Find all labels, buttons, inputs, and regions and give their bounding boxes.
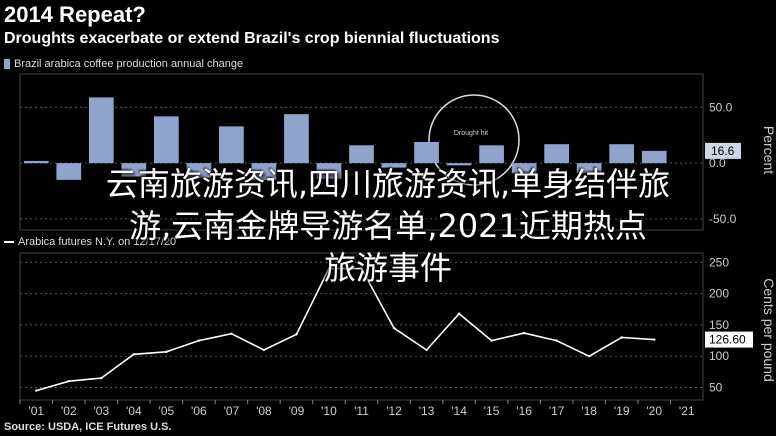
chart-title: 2014 Repeat?	[4, 2, 146, 27]
price-point	[100, 376, 103, 380]
price-point	[425, 348, 428, 352]
bar	[153, 116, 179, 164]
x-tick-label: '04	[126, 404, 142, 418]
bar	[414, 141, 439, 164]
bar	[219, 126, 244, 164]
bar	[186, 163, 212, 178]
x-tick-label: '20	[646, 404, 662, 418]
x-tick-label: '11	[354, 404, 369, 418]
bar	[381, 163, 407, 168]
price-point	[360, 267, 363, 270]
bar	[23, 160, 49, 164]
x-tick-label: '17	[549, 404, 565, 418]
bar-chart-panel: 50.0 0.0 -50.0 Drought hit 16.6	[19, 73, 741, 231]
bar	[446, 163, 472, 166]
bar	[511, 163, 537, 174]
price-point	[35, 389, 38, 392]
line-legend: Arabica futures N.Y. on 12/17/20	[4, 236, 176, 248]
bar	[641, 150, 667, 164]
bar-y-tick-label: 50.0	[709, 100, 733, 114]
line-callout-value: 126.60	[709, 333, 746, 347]
bar-callout-value: 16.6	[711, 144, 735, 158]
bar	[479, 145, 504, 164]
overlay-line-2: 游,云南金牌导游名单,2021近期热点	[129, 207, 647, 245]
overlay-line-3: 旅游事件	[323, 249, 452, 287]
price-point	[620, 336, 623, 339]
line-y-tick-label: 150	[709, 318, 729, 332]
bar	[349, 145, 374, 164]
price-point	[457, 312, 461, 315]
x-tick-label: '03	[93, 404, 109, 418]
x-tick-label: '12	[386, 404, 402, 418]
price-line	[36, 267, 655, 392]
x-axis: '01 '02 '03 '04 '05 '06 '07 '08 '09 '10 '11 '12 '13 '…	[19, 400, 695, 418]
price-point	[165, 350, 168, 354]
bar	[251, 163, 277, 180]
line-legend-swatch	[4, 241, 14, 243]
source-note: Source: USDA, ICE Futures U.S.	[4, 421, 172, 433]
drought-circle	[428, 94, 520, 186]
price-point	[295, 333, 298, 336]
bar-y-tick-label: -50.0	[709, 212, 737, 226]
line-y-tick-label: 250	[709, 255, 729, 269]
price-point	[132, 353, 136, 356]
price-point	[197, 339, 201, 342]
x-tick-label: '13	[419, 404, 435, 418]
x-tick-label: '07	[224, 404, 240, 418]
line-y-tick-label: 100	[709, 349, 729, 363]
line-y-tick-label: 200	[709, 287, 729, 301]
price-point	[522, 331, 526, 335]
bar	[544, 144, 570, 164]
price-point	[327, 267, 331, 270]
bar-legend-label: Brazil arabica coffee production annual …	[14, 58, 244, 70]
price-point	[392, 326, 396, 330]
bar	[56, 163, 82, 180]
bar-y-tick-label: 0.0	[709, 156, 726, 170]
price-point	[230, 332, 233, 335]
line-chart-panel: 250 200 150 100 50 126.60	[19, 252, 753, 401]
bar-legend: Brazil arabica coffee production annual …	[4, 58, 243, 70]
overlay-caption: 云南旅游资讯,四川旅游资讯,单身结伴旅 游,云南金牌导游名单,2021近期热点 …	[0, 163, 776, 289]
line-callout-box	[705, 331, 753, 348]
bar	[121, 163, 147, 177]
x-tick-label: '15	[484, 404, 500, 418]
line-y-axis-label: Cents per pound	[761, 278, 776, 382]
line-panel-frame	[19, 252, 704, 401]
bar-callout-box	[705, 142, 741, 159]
bar	[576, 163, 602, 174]
x-tick-label: '10	[321, 404, 337, 418]
x-tick-label: '14	[451, 404, 467, 418]
x-tick-label: '05	[159, 404, 175, 418]
x-tick-label: '18	[581, 404, 597, 418]
chart-subtitle: Droughts exacerbate or extend Brazil's c…	[4, 30, 500, 47]
price-point	[262, 348, 266, 352]
price-point	[653, 338, 656, 341]
price-point	[587, 355, 591, 358]
x-tick-label: '02	[61, 404, 77, 418]
bar-panel-frame	[19, 73, 704, 231]
bar	[88, 97, 114, 164]
x-tick-label: '19	[614, 404, 630, 418]
price-point	[67, 380, 70, 383]
x-tick-label: '16	[516, 404, 532, 418]
line-y-tick-label: 50	[709, 380, 723, 394]
x-tick-label: '01	[28, 404, 44, 418]
line-legend-label: Arabica futures N.Y. on 12/17/20	[18, 236, 177, 248]
bar	[316, 163, 342, 179]
x-tick-label: '08	[256, 404, 272, 418]
x-tick-label: '06	[191, 404, 207, 418]
bar-y-axis-label: Percent	[761, 126, 776, 174]
price-point	[490, 339, 493, 342]
x-tick-label: '21	[679, 404, 695, 418]
bar	[284, 114, 309, 164]
price-point	[555, 339, 558, 342]
x-tick-label: '09	[289, 404, 305, 418]
drought-annotation: Drought hit	[454, 130, 488, 137]
bar	[609, 144, 635, 164]
bar-legend-swatch	[4, 59, 10, 69]
overlay-line-1: 云南旅游资讯,四川旅游资讯,单身结伴旅	[105, 165, 671, 203]
